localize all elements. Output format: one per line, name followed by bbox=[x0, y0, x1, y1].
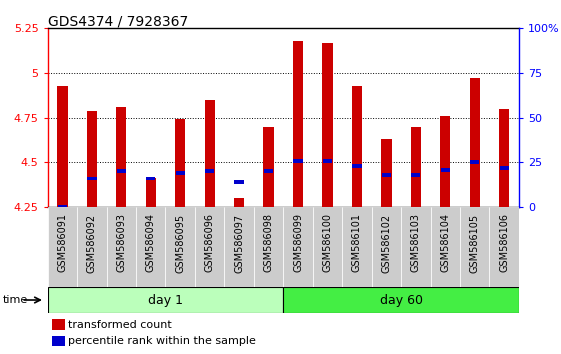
Bar bbox=[264, 127, 274, 207]
Bar bbox=[470, 78, 480, 207]
Text: GSM586106: GSM586106 bbox=[499, 213, 509, 273]
Bar bbox=[342, 207, 371, 287]
Bar bbox=[107, 207, 136, 287]
Bar bbox=[264, 169, 273, 173]
Text: GSM586094: GSM586094 bbox=[146, 213, 156, 273]
Bar bbox=[205, 100, 215, 207]
Text: GSM586092: GSM586092 bbox=[87, 213, 97, 273]
Bar bbox=[293, 159, 303, 162]
Bar bbox=[58, 205, 67, 209]
Bar bbox=[489, 207, 519, 287]
Bar bbox=[52, 319, 65, 330]
Bar bbox=[175, 120, 185, 207]
Bar bbox=[283, 287, 519, 313]
Bar bbox=[234, 198, 244, 207]
Text: GSM586097: GSM586097 bbox=[234, 213, 244, 273]
Bar bbox=[293, 41, 303, 207]
Text: GSM586103: GSM586103 bbox=[411, 213, 421, 273]
Bar bbox=[371, 207, 401, 287]
Bar bbox=[116, 107, 126, 207]
Text: GSM586091: GSM586091 bbox=[57, 213, 67, 273]
Bar bbox=[440, 167, 450, 172]
Bar bbox=[205, 169, 214, 173]
Text: GSM586105: GSM586105 bbox=[470, 213, 480, 273]
Text: GSM586104: GSM586104 bbox=[440, 213, 450, 273]
Bar bbox=[48, 287, 283, 313]
Bar bbox=[499, 109, 509, 207]
Bar bbox=[57, 86, 67, 207]
Bar bbox=[117, 169, 126, 173]
Text: GSM586102: GSM586102 bbox=[381, 213, 392, 273]
Bar bbox=[146, 178, 156, 207]
Bar bbox=[224, 207, 254, 287]
Bar bbox=[77, 207, 107, 287]
Text: GSM586099: GSM586099 bbox=[293, 213, 303, 273]
Text: GSM586100: GSM586100 bbox=[323, 213, 333, 273]
Text: transformed count: transformed count bbox=[68, 320, 172, 330]
Bar bbox=[283, 207, 313, 287]
Bar bbox=[499, 166, 509, 170]
Bar bbox=[431, 207, 460, 287]
Bar bbox=[411, 127, 421, 207]
Bar bbox=[381, 139, 392, 207]
Bar bbox=[87, 110, 97, 207]
Text: GDS4374 / 7928367: GDS4374 / 7928367 bbox=[48, 14, 188, 28]
Text: GSM586101: GSM586101 bbox=[352, 213, 362, 273]
Bar bbox=[381, 173, 391, 177]
Bar bbox=[136, 207, 165, 287]
Bar bbox=[323, 159, 332, 162]
Bar bbox=[52, 336, 65, 346]
Bar bbox=[48, 207, 77, 287]
Bar bbox=[165, 207, 195, 287]
Bar bbox=[146, 177, 155, 181]
Bar bbox=[313, 207, 342, 287]
Bar bbox=[352, 86, 362, 207]
Text: time: time bbox=[3, 295, 28, 305]
Text: GSM586093: GSM586093 bbox=[116, 213, 126, 273]
Bar bbox=[176, 171, 185, 175]
Bar bbox=[323, 42, 333, 207]
Bar bbox=[460, 207, 489, 287]
Text: GSM586098: GSM586098 bbox=[264, 213, 274, 273]
Bar bbox=[440, 116, 450, 207]
Text: day 1: day 1 bbox=[148, 293, 183, 307]
Bar bbox=[352, 164, 362, 168]
Bar bbox=[401, 207, 431, 287]
Bar bbox=[234, 180, 244, 184]
Text: percentile rank within the sample: percentile rank within the sample bbox=[68, 336, 256, 346]
Text: GSM586095: GSM586095 bbox=[175, 213, 185, 273]
Text: GSM586096: GSM586096 bbox=[205, 213, 215, 273]
Bar bbox=[470, 160, 480, 164]
Bar bbox=[195, 207, 224, 287]
Bar bbox=[254, 207, 283, 287]
Text: day 60: day 60 bbox=[380, 293, 422, 307]
Bar bbox=[411, 173, 421, 177]
Bar bbox=[87, 177, 96, 181]
